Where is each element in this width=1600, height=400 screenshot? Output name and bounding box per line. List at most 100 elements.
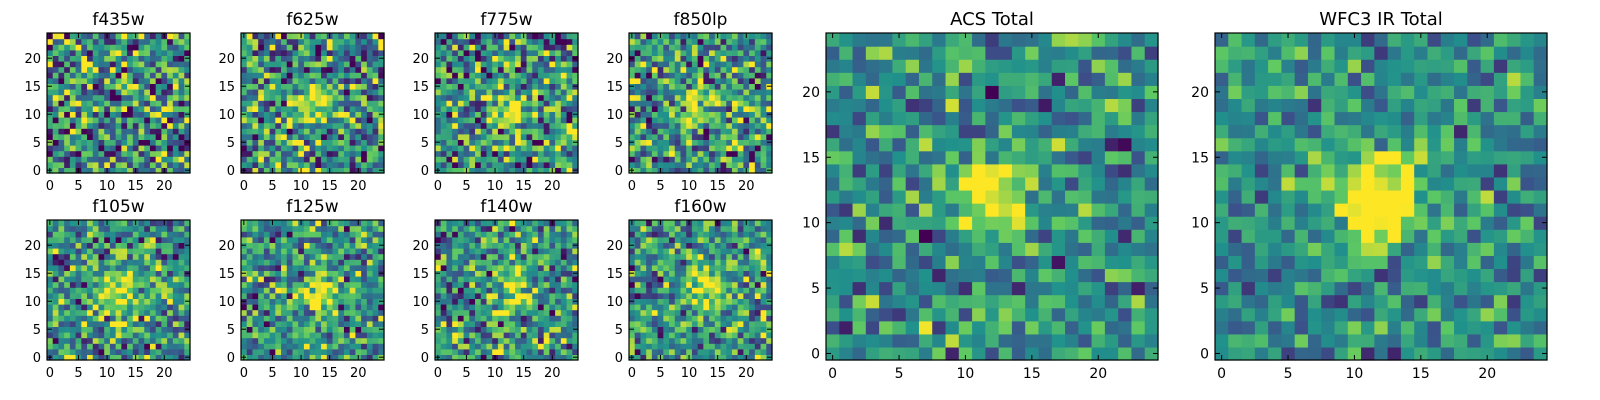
heatmap-cell [167, 320, 174, 327]
heatmap-cell [303, 259, 311, 266]
heatmap-cell [457, 150, 465, 157]
heatmap-cell [440, 236, 448, 243]
heatmap-cell [75, 139, 82, 146]
heatmap-cell [640, 276, 647, 283]
heatmap-cell [743, 77, 750, 84]
heatmap-cell [366, 83, 374, 90]
heatmap-cell [537, 105, 545, 112]
y-tick-label: 20 [218, 52, 235, 67]
heatmap-cell [657, 139, 664, 146]
chart-title: f775w [480, 10, 532, 30]
heatmap-cell [115, 292, 122, 299]
heatmap-cell [452, 55, 459, 62]
heatmap-cell [457, 236, 465, 243]
heatmap-cell [155, 332, 162, 339]
heatmap-cell [634, 117, 642, 124]
heatmap-cell [121, 145, 128, 152]
heatmap-cell [515, 94, 522, 101]
heatmap-cell [115, 83, 122, 90]
heatmap-cell [726, 348, 733, 355]
heatmap-cell [309, 61, 316, 68]
heatmap-cell [475, 117, 482, 124]
heatmap-cell [463, 111, 470, 118]
heatmap-cell [252, 304, 259, 311]
heatmap-cell [372, 225, 379, 232]
heatmap-cell [640, 320, 647, 327]
heatmap-cell [92, 298, 100, 305]
heatmap-cell [338, 259, 345, 266]
heatmap-cell [286, 281, 294, 288]
heatmap-cell [349, 337, 356, 344]
heatmap-cell [298, 72, 305, 79]
heatmap-cell [241, 315, 248, 322]
heatmap-cell [452, 83, 459, 90]
heatmap-cell [549, 292, 556, 299]
heatmap-cell [691, 281, 699, 288]
heatmap-cell [81, 253, 88, 260]
heatmap-cell [691, 276, 699, 283]
heatmap-cell [326, 298, 334, 305]
heatmap-cell [549, 276, 556, 283]
heatmap-cell [98, 259, 105, 266]
heatmap-cell [657, 61, 664, 68]
heatmap-cell [555, 77, 562, 84]
heatmap-cell [349, 304, 356, 311]
heatmap-cell [252, 33, 259, 40]
heatmap-cell [492, 89, 499, 96]
heatmap-cell [161, 156, 168, 163]
heatmap-cell [646, 150, 653, 157]
heatmap-cell [469, 220, 476, 227]
heatmap-cell [492, 100, 499, 107]
heatmap-cell [281, 242, 288, 249]
heatmap-cell [709, 270, 716, 277]
heatmap-cell [138, 242, 145, 249]
heatmap-cell [338, 298, 345, 305]
heatmap-cell [743, 94, 750, 101]
heatmap-cell [321, 309, 328, 316]
heatmap-cell [629, 105, 636, 112]
heatmap-cell [492, 83, 499, 90]
heatmap-cell [646, 105, 653, 112]
heatmap-cell [309, 133, 316, 140]
x-tick-label: 10 [293, 179, 310, 194]
heatmap-cell [109, 343, 117, 350]
heatmap-cell [629, 332, 636, 339]
heatmap-cell [281, 38, 288, 45]
heatmap-cell [697, 309, 704, 316]
heatmap-cell [315, 348, 322, 355]
heatmap-cell [321, 44, 328, 51]
heatmap-cell [275, 94, 282, 101]
heatmap-cell [58, 225, 65, 232]
heatmap-cell [520, 44, 528, 51]
heatmap-cell [497, 332, 505, 339]
x-tick-label: 0 [434, 366, 442, 381]
heatmap-cell [75, 315, 82, 322]
heatmap-cell [640, 145, 647, 152]
heatmap-cell [497, 276, 505, 283]
heatmap-cell [58, 253, 65, 260]
heatmap-cell [680, 49, 687, 56]
heatmap-cell [109, 337, 117, 344]
heatmap-cell [121, 259, 128, 266]
heatmap-cell [697, 298, 704, 305]
heatmap-cell [572, 304, 579, 311]
heatmap-cell [629, 66, 636, 73]
heatmap-cell [686, 89, 693, 96]
heatmap-cell [87, 320, 94, 327]
heatmap-cell [686, 270, 693, 277]
heatmap-cell [349, 332, 356, 339]
heatmap-cell [446, 253, 453, 260]
heatmap-cell [572, 253, 579, 260]
heatmap-cell [515, 100, 522, 107]
heatmap-cell [269, 236, 276, 243]
heatmap-cell [446, 337, 453, 344]
heatmap-cell [303, 315, 311, 322]
heatmap-cell [263, 122, 271, 129]
heatmap-cell [560, 253, 568, 260]
heatmap-cell [674, 276, 682, 283]
heatmap-cell [572, 259, 579, 266]
heatmap-cell [144, 72, 151, 79]
y-tick-label: 20 [412, 239, 429, 254]
heatmap-cell [109, 231, 117, 238]
heatmap-cell [155, 315, 162, 322]
